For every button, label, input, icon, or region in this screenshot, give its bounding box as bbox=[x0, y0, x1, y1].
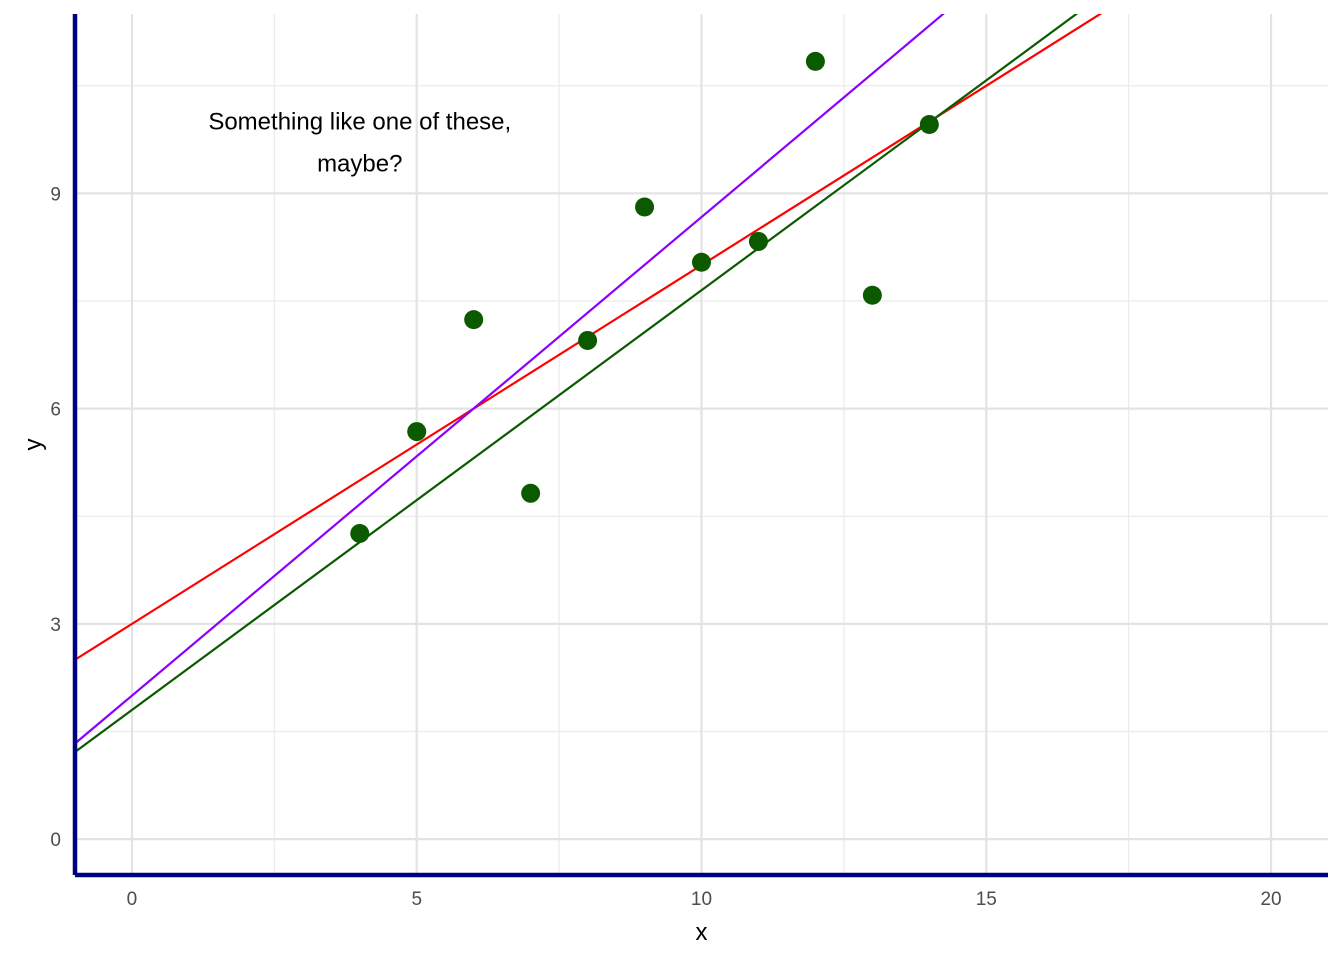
fit-line-2 bbox=[75, 14, 945, 745]
y-tick-label: 0 bbox=[50, 830, 61, 851]
axes bbox=[72, 14, 1328, 878]
data-point bbox=[464, 310, 484, 330]
data-point bbox=[692, 252, 711, 272]
data-points bbox=[350, 51, 939, 543]
y-tick-labels: 0 3 6 9 bbox=[50, 184, 61, 851]
y-tick-label: 6 bbox=[50, 400, 61, 421]
x-tick-labels: 0 5 10 15 20 bbox=[127, 889, 1282, 910]
data-point bbox=[578, 330, 598, 350]
data-point bbox=[862, 285, 882, 305]
x-tick-label: 15 bbox=[976, 889, 997, 910]
x-tick-label: 10 bbox=[691, 889, 712, 910]
y-axis-title: y bbox=[20, 439, 47, 451]
x-tick-label: 5 bbox=[411, 889, 422, 910]
x-tick-label: 20 bbox=[1260, 889, 1281, 910]
x-axis-title: x bbox=[696, 919, 708, 946]
annotation-line-2: maybe? bbox=[317, 150, 402, 177]
y-tick-label: 3 bbox=[50, 615, 61, 636]
data-point bbox=[407, 422, 427, 442]
data-point bbox=[350, 523, 370, 543]
data-point bbox=[635, 197, 655, 217]
data-point bbox=[919, 114, 939, 134]
data-point bbox=[521, 483, 541, 503]
fit-line-3 bbox=[75, 14, 1079, 753]
x-tick-label: 0 bbox=[127, 889, 138, 910]
data-point bbox=[748, 231, 768, 251]
major-gridlines bbox=[75, 14, 1328, 875]
annotation-line-1: Something like one of these, bbox=[208, 108, 511, 135]
data-point bbox=[805, 51, 825, 71]
y-tick-label: 9 bbox=[50, 184, 61, 205]
